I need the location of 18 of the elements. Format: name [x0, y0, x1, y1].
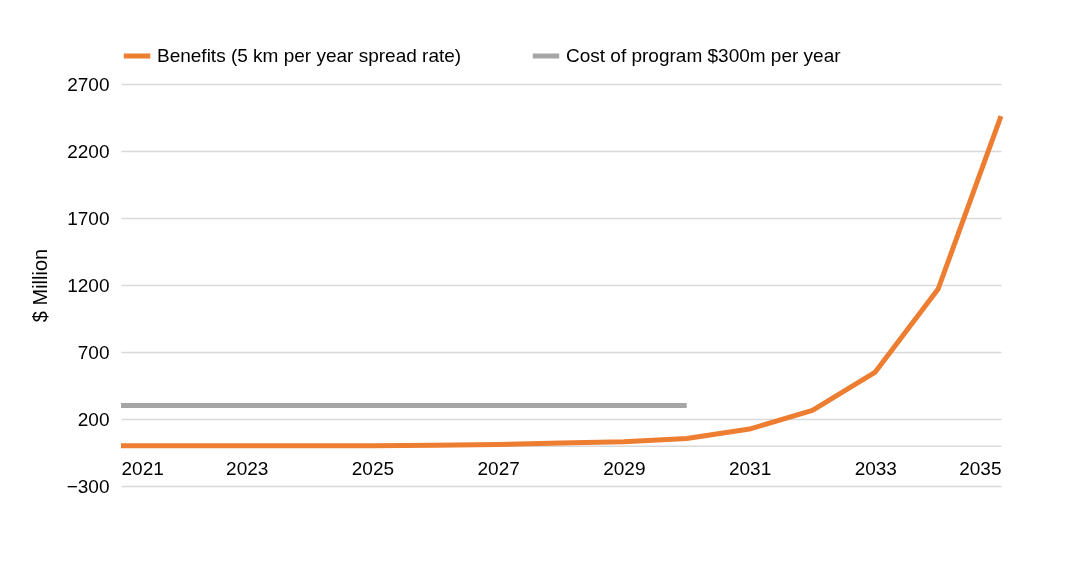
y-tick-label: 1200	[67, 274, 110, 296]
x-tick-label: 2031	[728, 458, 772, 480]
x-tick-label: 2021	[121, 458, 164, 480]
y-tick-label: 1700	[67, 207, 110, 229]
y-tick-label: 200	[77, 408, 110, 430]
y-tick-label: −300	[66, 475, 110, 497]
x-tick-label: 2029	[603, 458, 646, 480]
x-tick-label: 2025	[351, 458, 395, 480]
legend-label: Benefits (5 km per year spread rate)	[157, 45, 462, 66]
y-tick-label: 2200	[67, 140, 110, 162]
x-tick-label: 2027	[477, 458, 520, 480]
x-tick-label: 2023	[226, 458, 269, 480]
legend-label: Cost of program $300m per year	[566, 45, 842, 66]
x-tick-label: 2035	[959, 458, 1002, 480]
x-tick-label: 2033	[854, 458, 897, 480]
y-tick-label: 2700	[67, 73, 110, 95]
y-tick-label: 700	[77, 341, 110, 363]
y-axis-title: $ Million	[28, 248, 51, 323]
